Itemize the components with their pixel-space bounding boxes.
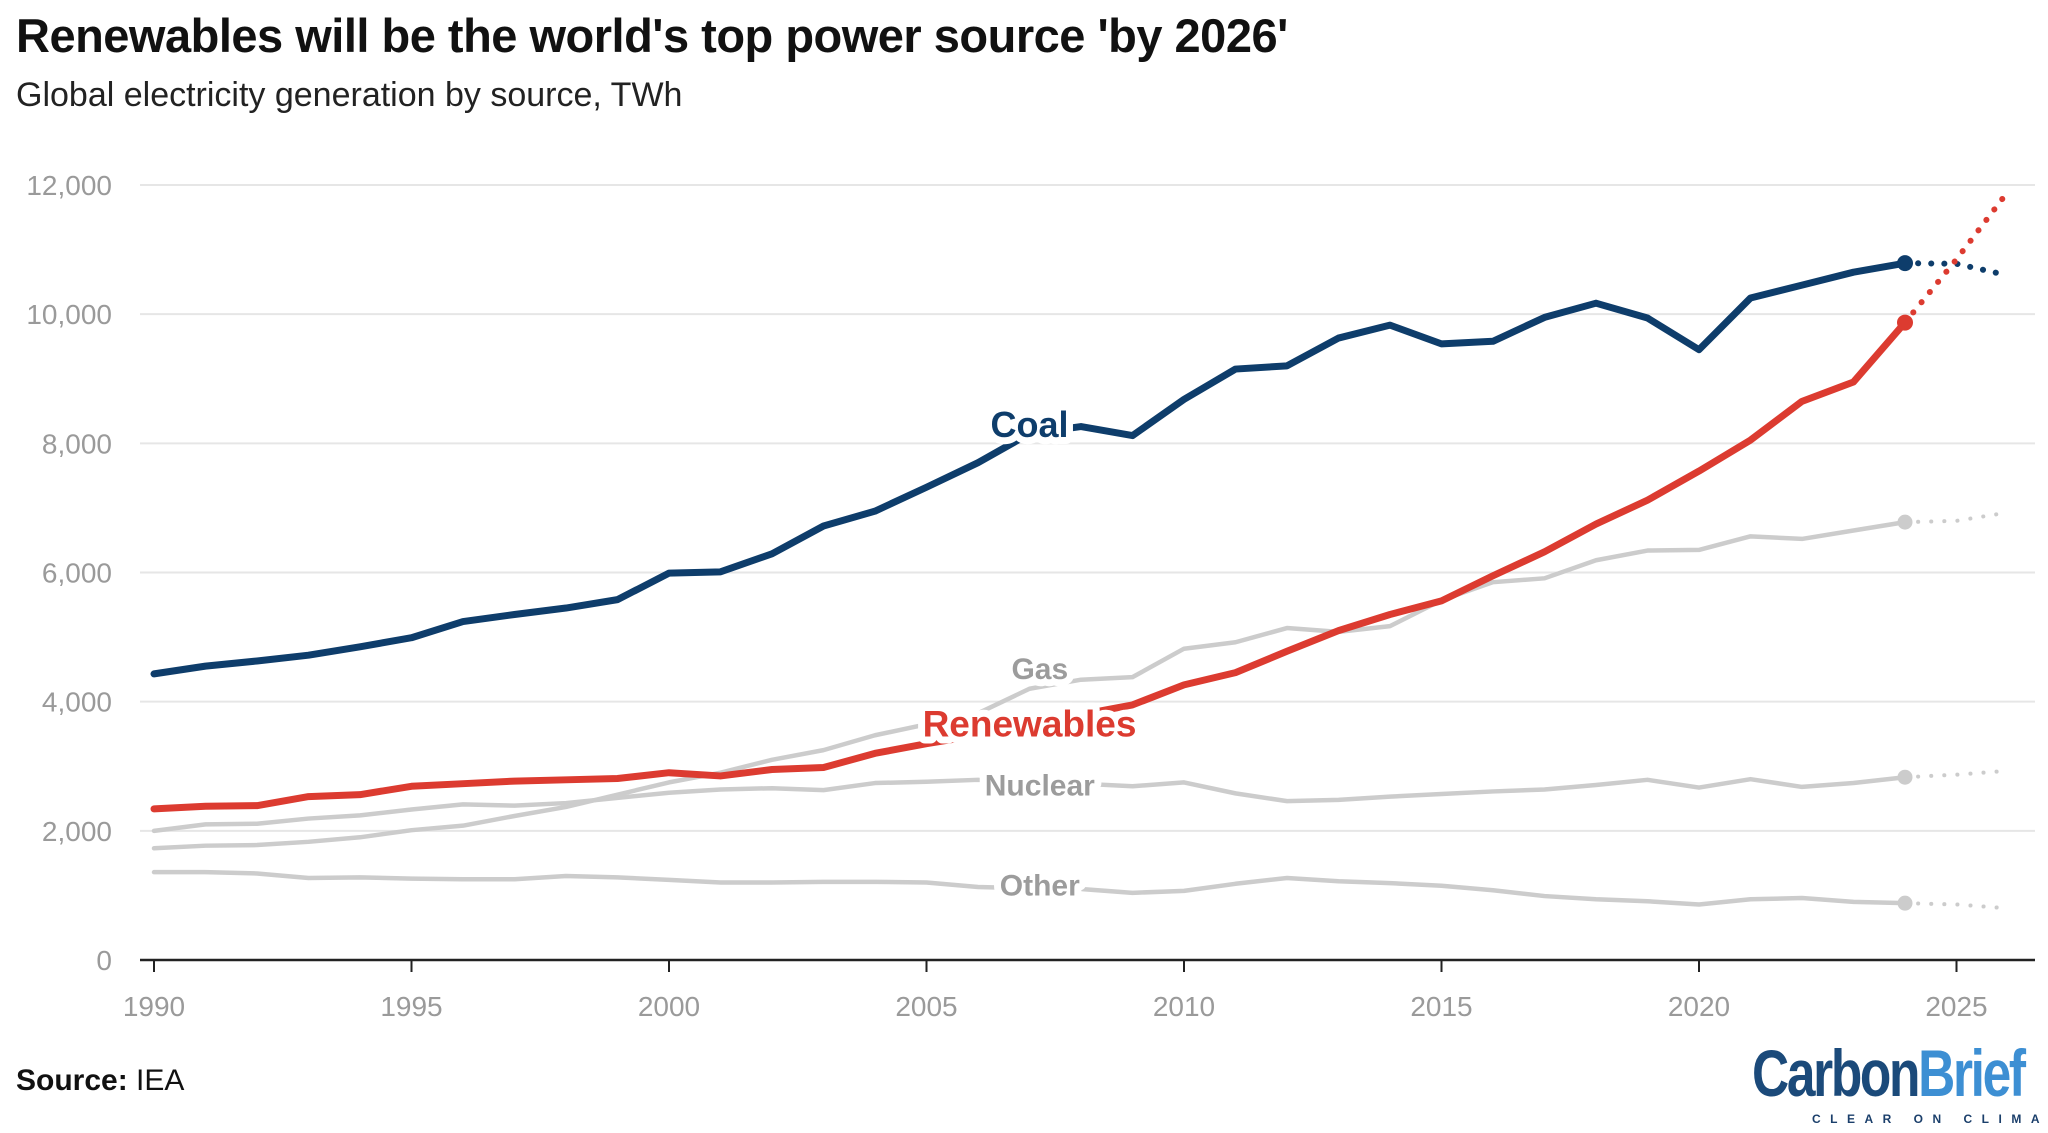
series-label-nuclear: Nuclear [985,769,1095,802]
forecast-line-gas [1903,510,2010,525]
x-axis: 1990 1995 2000 2005 2010 2015 2020 2025 [123,958,2035,1022]
endpoint-marker-gas [1897,514,1913,530]
y-tick-label: 4,000 [42,687,112,718]
gridlines [140,184,2035,832]
x-tick-label: 1995 [380,991,442,1022]
y-tick-label: 8,000 [42,428,112,459]
x-tick-label: 2015 [1410,991,1472,1022]
x-tick-label: 2010 [1153,991,1215,1022]
logo-word-brief: Brief [1918,1036,2026,1110]
logo-tagline: CLEAR ON CLIMATE [1812,1112,2048,1126]
series-line-nuclear [151,774,1908,834]
series-label-other: Other [1000,869,1080,902]
endpoint-marker-nuclear [1897,769,1913,785]
logo-word-carbon: Carbon [1752,1036,1920,1110]
x-tick-label: 2020 [1668,991,1730,1022]
y-tick-label: 12,000 [26,170,112,201]
x-tick-label: 2005 [895,991,957,1022]
x-tick-label: 1990 [123,991,185,1022]
endpoint-marker-other [1897,895,1913,911]
y-tick-label: 0 [96,945,112,976]
series-label-renewables: Renewables [923,704,1137,745]
chart-title: Renewables will be the world's top power… [16,9,1288,62]
forecast-line-renewables [1902,188,2011,326]
x-tick-label: 2000 [638,991,700,1022]
forecast-line-other [1903,901,2010,911]
series-line-gas [151,519,1908,851]
forecast-line-coal [1902,260,2011,279]
endpoint-marker-renewables [1897,314,1913,331]
series-label-coal: Coal [990,404,1068,445]
source-label: Source: [16,1064,128,1097]
y-tick-label: 2,000 [42,816,112,847]
y-axis-ticks: 0 2,000 4,000 6,000 8,000 10,000 12,000 [26,170,112,976]
series-line-coal [150,259,1909,678]
source-note: Source: IEA [16,1064,184,1098]
series-line-other [151,869,1908,907]
series-label-gas: Gas [1011,653,1068,686]
carbonbrief-logo: CarbonBrief CLEAR ON CLIMATE [1752,1040,2048,1126]
x-tick-label: 2025 [1925,991,1987,1022]
chart-subtitle: Global electricity generation by source,… [16,76,683,114]
y-tick-label: 10,000 [26,299,112,330]
y-tick-label: 6,000 [42,558,112,589]
endpoint-marker-coal [1897,255,1913,272]
series-lines [150,188,2011,911]
series-line-renewables [150,319,1909,813]
series-labels: Coal Gas Nuclear Other Renewables [916,397,1144,910]
source-value: IEA [136,1064,185,1097]
forecast-line-nuclear [1903,768,2010,780]
